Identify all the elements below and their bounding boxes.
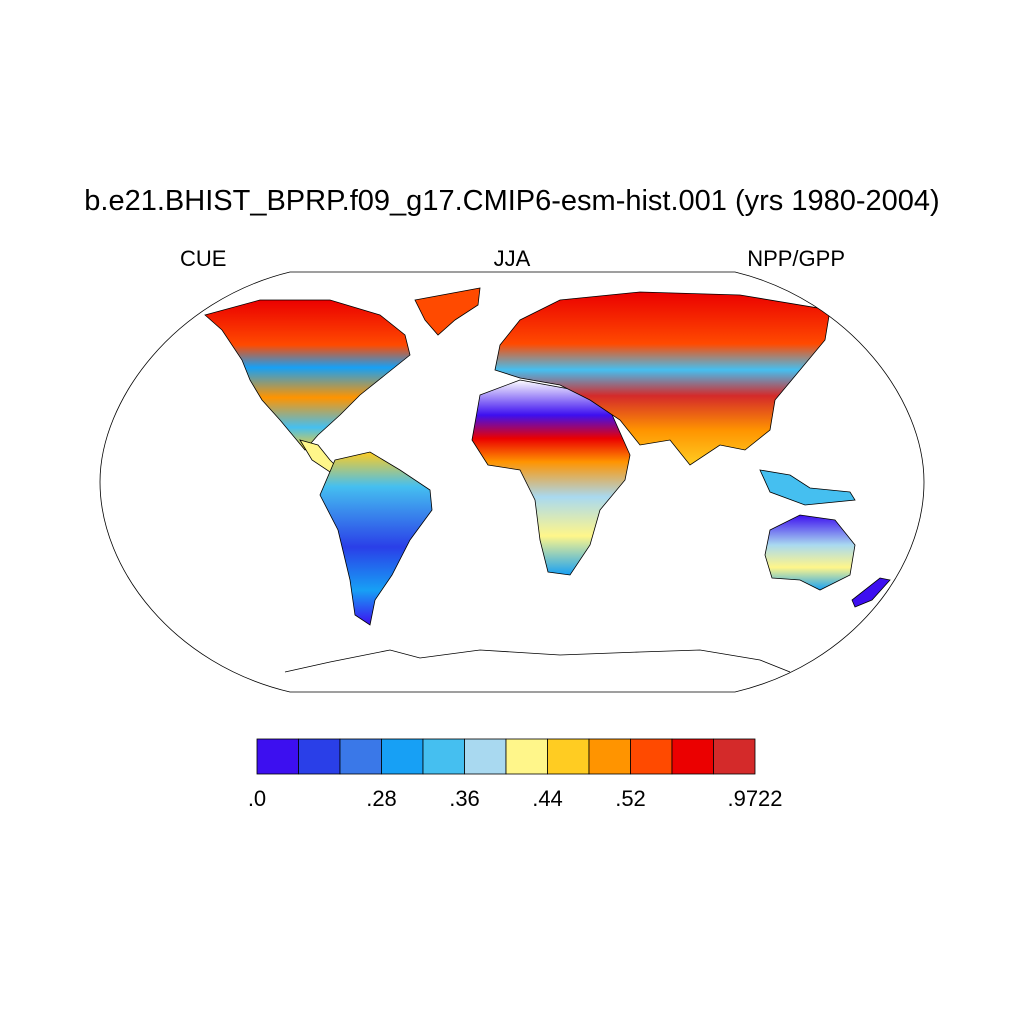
colorbar-tick-label: .44 (532, 786, 563, 811)
colorbar-tick-label: .0 (248, 786, 266, 811)
right-label: NPP/GPP (747, 246, 845, 271)
colorbar-tick-label: .52 (615, 786, 646, 811)
colorbar-box (505, 738, 548, 775)
colorbar-box (671, 738, 714, 775)
left-label: CUE (180, 246, 226, 271)
colorbar-tick-label: .36 (449, 786, 480, 811)
colorbar-box (422, 738, 465, 775)
colorbar-box (588, 738, 631, 775)
center-label: JJA (494, 246, 531, 271)
colorbar-box (547, 738, 590, 775)
map-border (99, 271, 925, 693)
title: b.e21.BHIST_BPRP.f09_g17.CMIP6-esm-hist.… (84, 185, 939, 217)
colorbar-box (256, 738, 299, 775)
colorbar-tick-label: .9722 (727, 786, 782, 811)
colorbar-tick-label: .28 (366, 786, 397, 811)
colorbar-box (464, 738, 507, 775)
colorbar-box (630, 738, 673, 775)
colorbar-box (381, 738, 424, 775)
colorbar-box (713, 738, 756, 775)
colorbar-box (298, 738, 341, 775)
colorbar-box (339, 738, 382, 775)
colorbar: .0 .28 .36 .44 .52 .9722 (248, 738, 783, 811)
map-land (204, 287, 891, 673)
